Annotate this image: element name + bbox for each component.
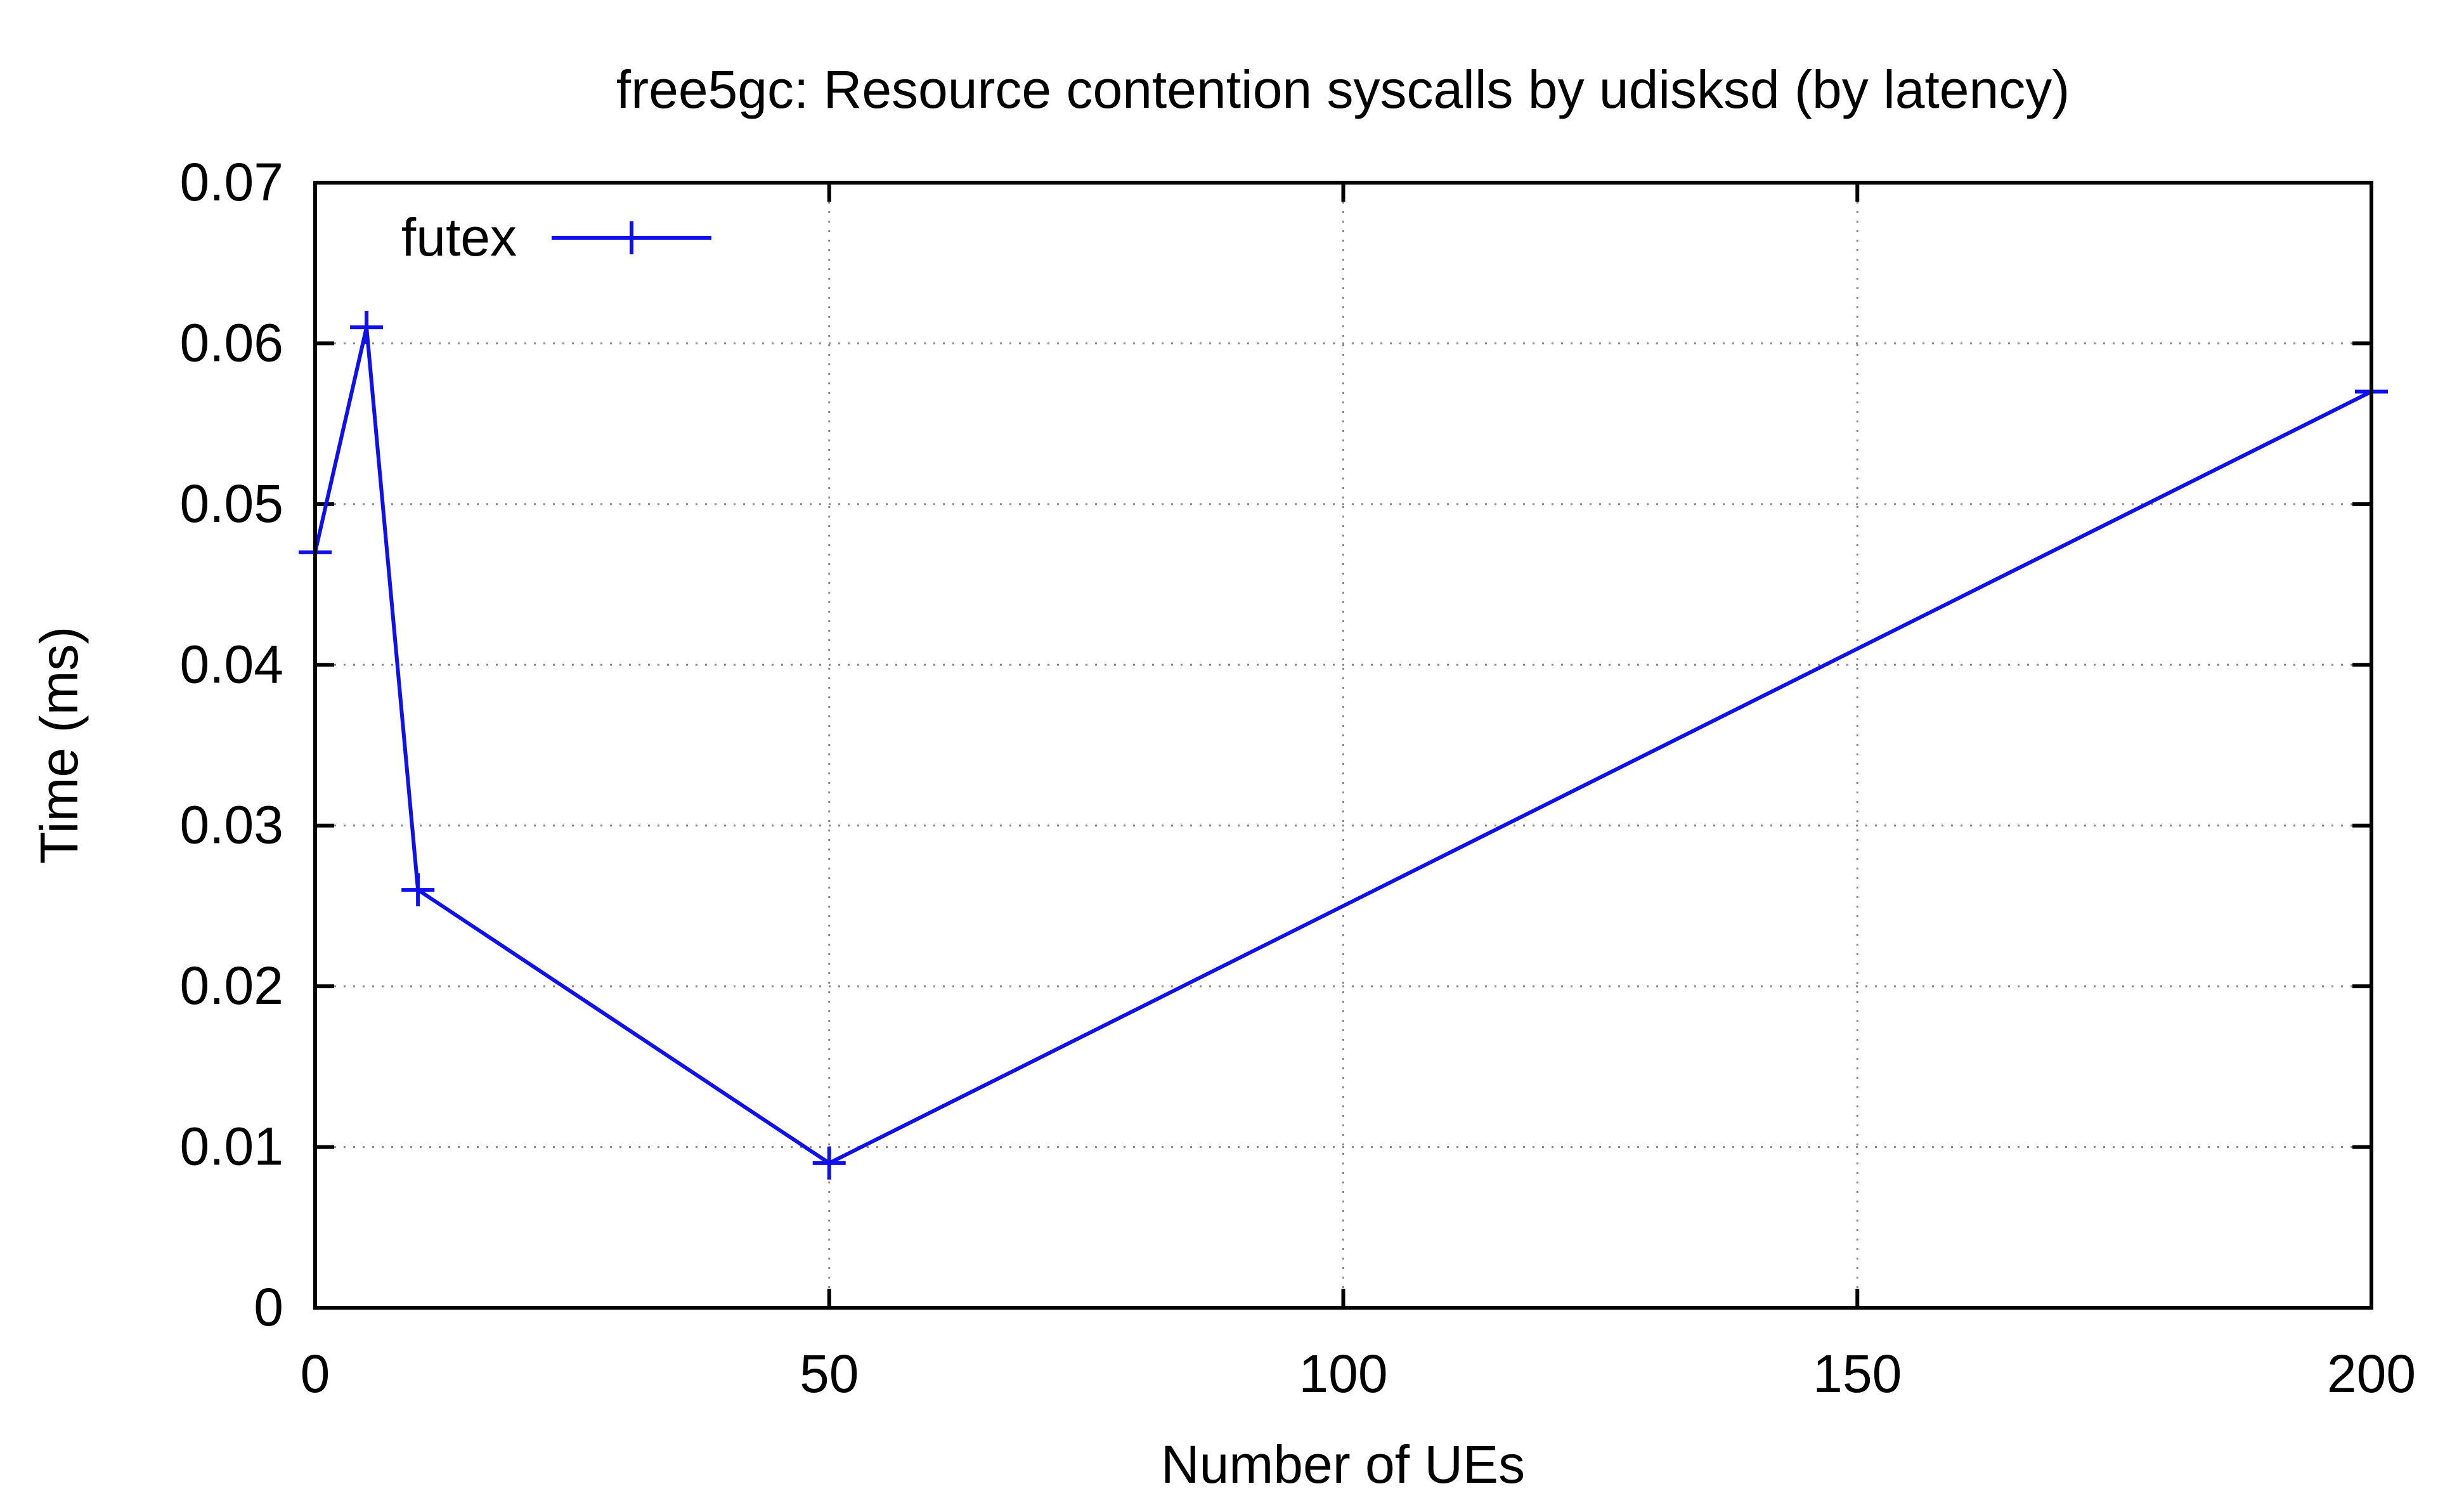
y-tick-labels: 0 0.01 0.02 0.03 0.04 0.05 0.06 0.07	[180, 152, 284, 1337]
x-tick-label: 50	[800, 1344, 859, 1404]
y-tick-label: 0.01	[180, 1117, 284, 1176]
x-tick-label: 100	[1299, 1344, 1387, 1404]
chart-title: free5gc: Resource contention syscalls by…	[616, 60, 2070, 119]
plot-area-frame	[313, 181, 2373, 1310]
data-series	[299, 311, 2388, 1180]
legend-label: futex	[401, 207, 517, 267]
legend-marker	[615, 221, 648, 254]
data-point-marker	[812, 1146, 846, 1180]
y-tick-label: 0	[254, 1277, 283, 1337]
y-tick-label: 0.04	[180, 634, 284, 694]
data-point-marker	[401, 873, 435, 907]
y-tick-label: 0.07	[180, 152, 284, 212]
x-tick-label: 200	[2327, 1344, 2416, 1404]
y-tick-label: 0.06	[180, 313, 284, 372]
y-tick-label: 0.05	[180, 474, 284, 533]
y-axis-label: Time (ms)	[29, 627, 89, 864]
x-axis-label: Number of UEs	[1161, 1435, 1525, 1494]
y-tick-label: 0.03	[180, 795, 284, 855]
x-tick-label: 0	[301, 1344, 330, 1404]
x-tick-labels: 0 50 100 150 200	[301, 1344, 2416, 1404]
legend: futex	[401, 207, 711, 267]
x-tick-label: 150	[1813, 1344, 1902, 1404]
grid-lines	[315, 183, 2371, 1308]
data-point-marker	[350, 311, 384, 344]
y-tick-label: 0.02	[180, 956, 284, 1015]
